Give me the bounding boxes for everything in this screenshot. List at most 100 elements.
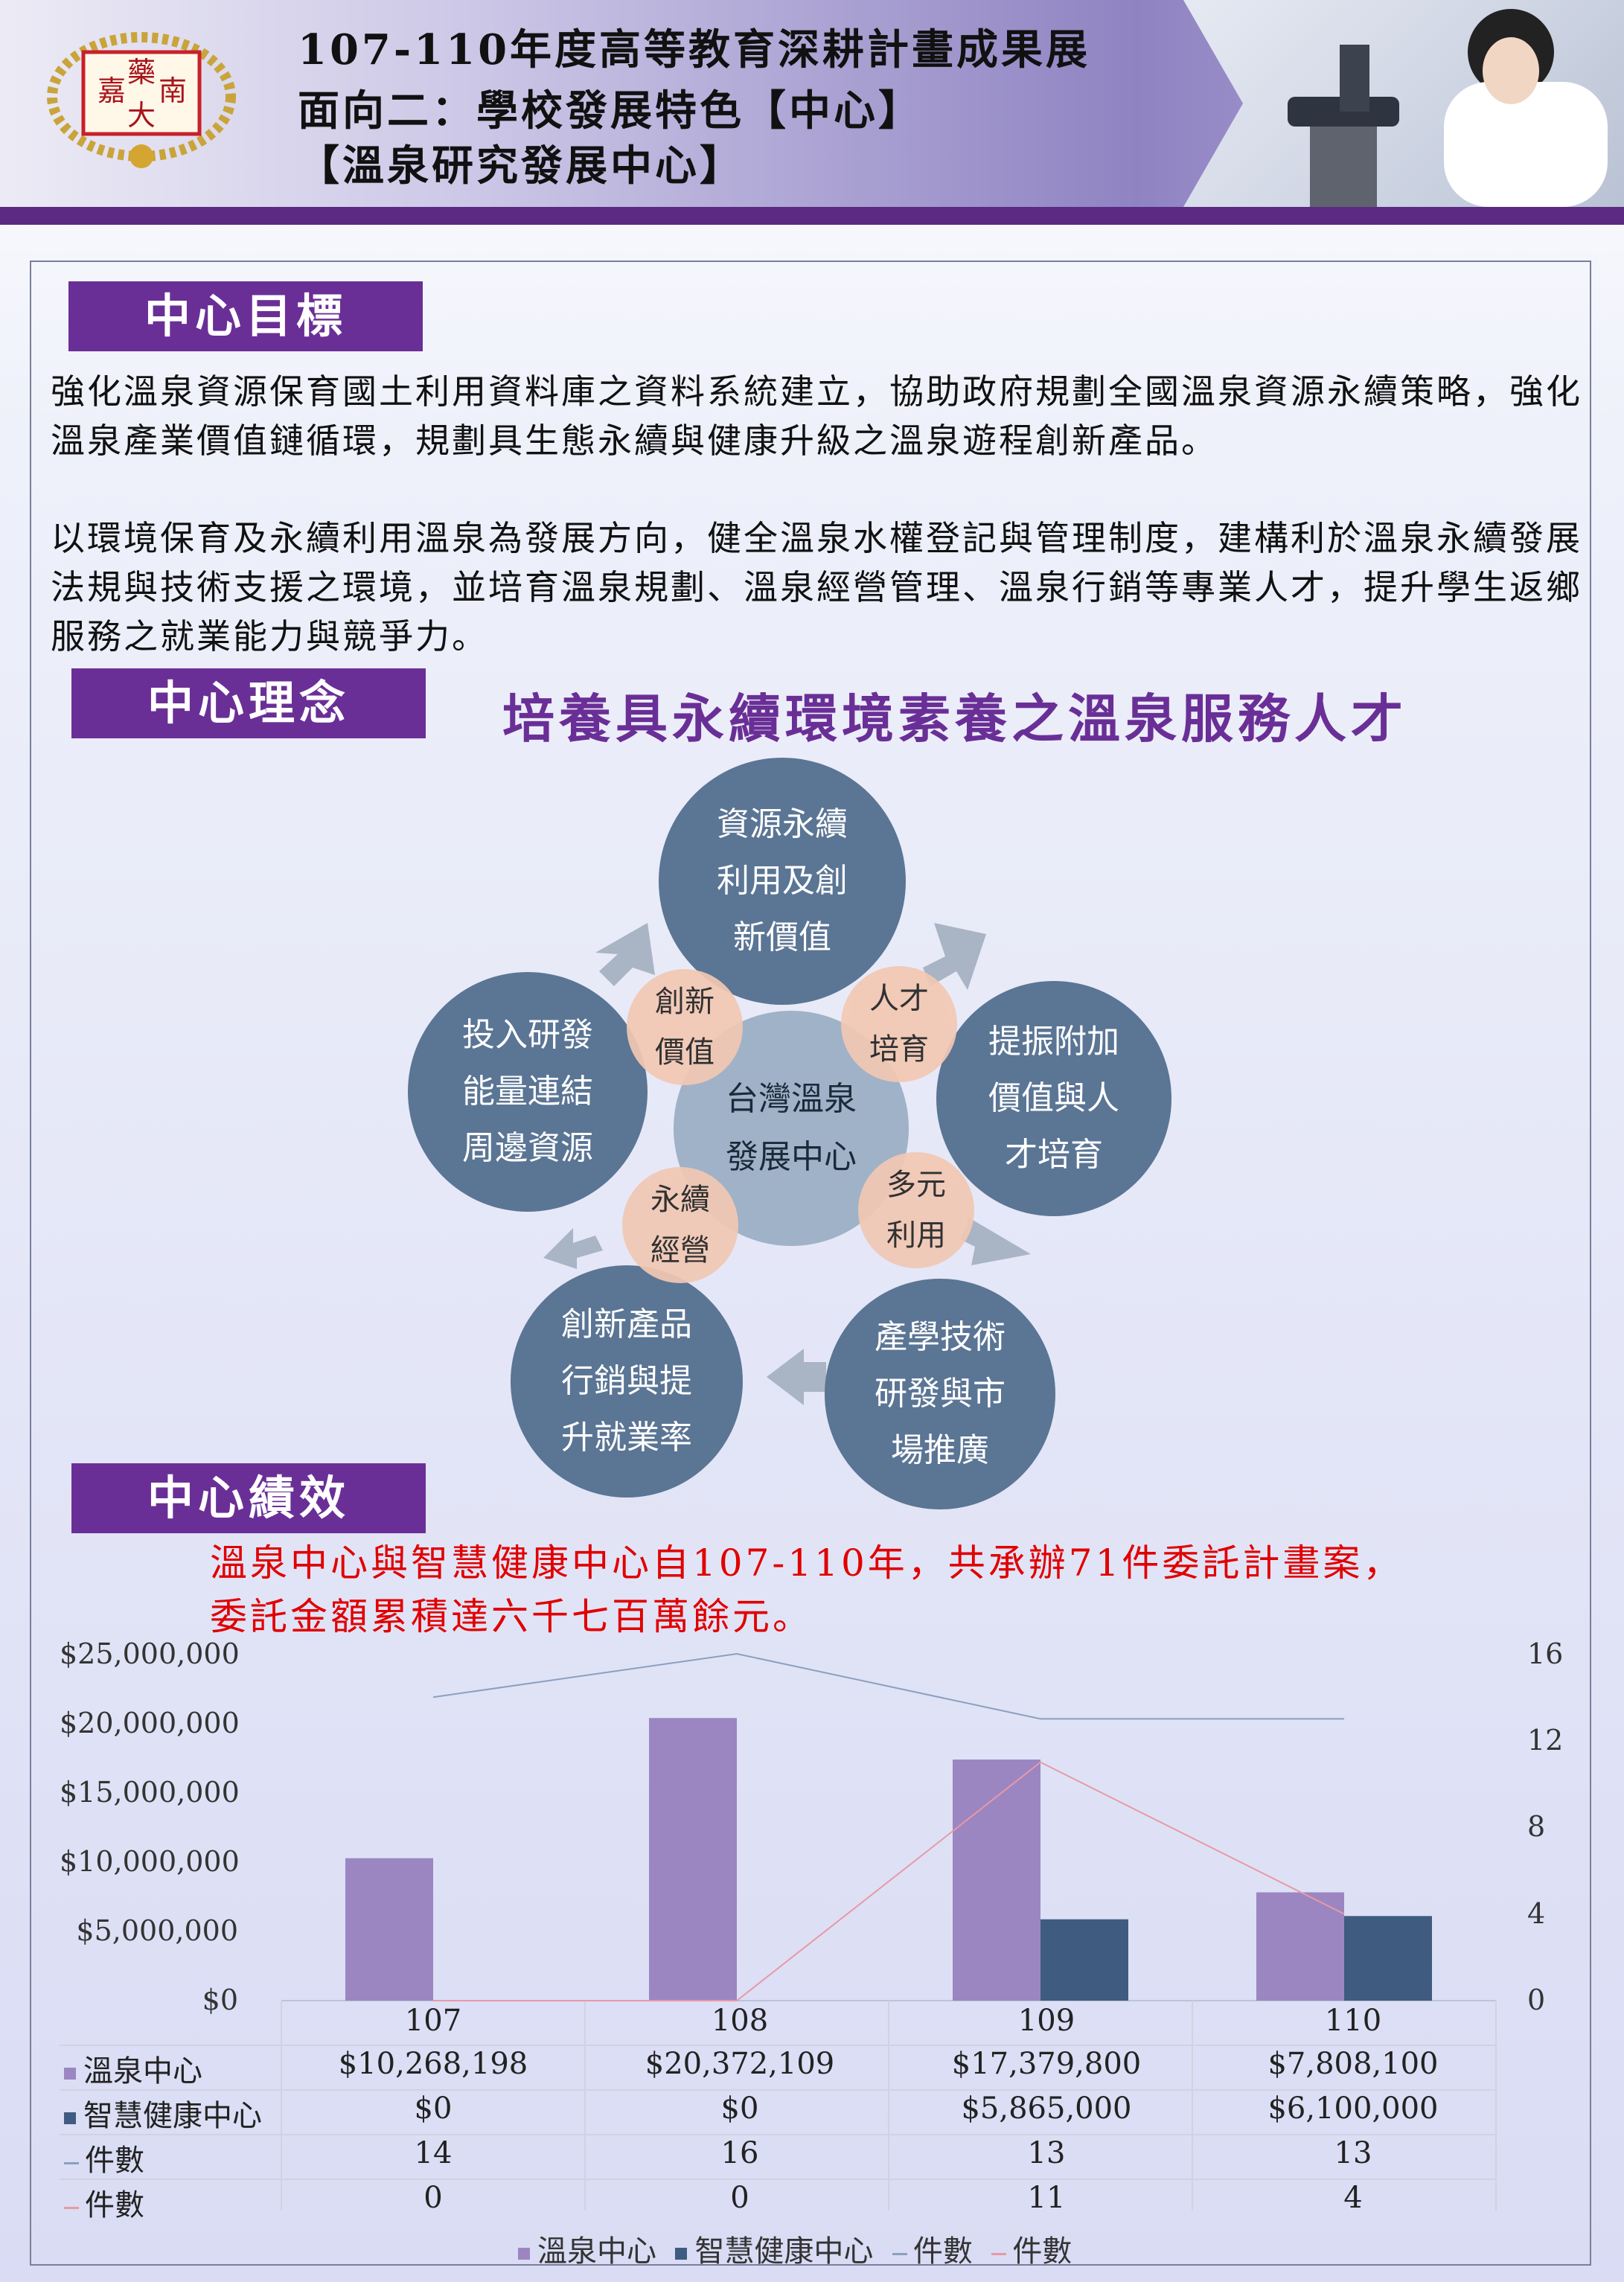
performance-label: 中心績效 (71, 1463, 426, 1533)
data-label: $0 (414, 2091, 453, 2126)
data-label: $10,268,198 (338, 2047, 528, 2081)
link-text: 培育 (869, 1032, 929, 1067)
node-text: 行銷與提 (561, 1362, 692, 1400)
link-innovative-value: 創新 價值 (627, 969, 743, 1085)
row-label-text: 溫泉中心 (83, 2054, 202, 2088)
link-text: 永續 (650, 1183, 710, 1217)
data-label: 13 (1027, 2136, 1066, 2170)
bar-hot-spring-107 (345, 1858, 433, 2001)
arrow-lower-right (960, 1217, 1031, 1265)
node-text: 資源永續 (717, 805, 848, 843)
arrow-upper-right (923, 923, 986, 990)
node-text: 創新產品 (561, 1305, 692, 1343)
node-text: 利用及創 (717, 862, 848, 900)
y2-tick: 16 (1527, 1637, 1564, 1670)
y-tick: $5,000,000 (76, 1914, 238, 1947)
node-text: 產學技術 (875, 1318, 1006, 1356)
data-label: $6,100,000 (1267, 2091, 1439, 2126)
logo-char-1: 嘉 (97, 74, 126, 107)
data-label: $17,379,800 (951, 2047, 1142, 2081)
y-tick: $15,000,000 (60, 1776, 240, 1809)
bar-smart-health-109 (1040, 1919, 1128, 2001)
legend-entry: 溫泉中心 (537, 2234, 656, 2269)
legend-swatch (518, 2248, 530, 2260)
data-label: 13 (1334, 2136, 1372, 2170)
link-talent-cultivation: 人才 培育 (841, 966, 957, 1082)
header-banner: 嘉 藥 南 大 107-110年度高等教育深耕計畫成果展 面向二：學校發展特色【… (0, 0, 1624, 207)
link-text: 多元 (886, 1168, 946, 1202)
arrow-upper-left (595, 923, 655, 986)
swatch (64, 2112, 76, 2124)
y2-tick: 0 (1527, 1984, 1546, 2016)
arrow-lower-left (543, 1228, 603, 1269)
link-text: 利用 (886, 1218, 946, 1253)
page-subtitle: 面向二：學校發展特色【中心】 (298, 86, 923, 135)
data-label: $0 (720, 2091, 759, 2126)
logo-char-4: 大 (127, 99, 156, 132)
data-label: 0 (730, 2181, 749, 2215)
node-rd-resources: 投入研發能量連結周邊資源 (408, 972, 648, 1212)
data-label: $7,808,100 (1267, 2047, 1439, 2081)
legend-entry: 件數 (1012, 2234, 1072, 2269)
link-text: 價值 (655, 1035, 715, 1070)
data-label: 14 (414, 2136, 453, 2170)
row-label-smart-health: 智慧健康中心 (64, 2091, 262, 2135)
row-label-text: 件數 (85, 2188, 144, 2222)
swatch (64, 2161, 79, 2164)
y-tick: $0 (202, 1984, 238, 2016)
performance-summary-2: 委託金額累積達六千七百萬餘元。 (210, 1595, 813, 1638)
row-label-hot-spring: 溫泉中心 (64, 2047, 202, 2090)
node-text: 價值與人 (988, 1079, 1119, 1117)
university-logo: 嘉 藥 南 大 (47, 32, 236, 168)
legend-swatch (892, 2252, 907, 2255)
swatch (64, 2068, 76, 2080)
bar-hot-spring-109 (953, 1760, 1040, 2001)
category-label: 110 (1324, 2004, 1382, 2038)
y-tick: $10,000,000 (60, 1845, 240, 1878)
node-innovative-product: 創新產品行銷與提升就業率 (511, 1265, 743, 1498)
node-text: 能量連結 (462, 1073, 593, 1110)
center-text-2: 發展中心 (726, 1138, 857, 1176)
node-text: 升就業率 (561, 1419, 692, 1457)
y-tick: $25,000,000 (60, 1637, 240, 1670)
concept-label: 中心理念 (71, 668, 426, 738)
header-divider (0, 207, 1624, 225)
data-label: 16 (720, 2136, 759, 2170)
link-text: 經營 (650, 1233, 710, 1268)
category-label: 107 (404, 2004, 462, 2038)
y-tick: $20,000,000 (60, 1707, 240, 1739)
y2-tick: 4 (1527, 1897, 1546, 1930)
node-resource-sustainability: 資源永續利用及創新價值 (659, 758, 906, 1005)
link-text: 人才 (869, 982, 929, 1016)
line-series-count-2 (433, 1761, 1345, 2001)
node-text: 投入研發 (462, 1016, 593, 1054)
link-text: 創新 (655, 985, 715, 1019)
link-sustainable-management: 永續 經營 (622, 1167, 738, 1283)
row-label-text: 件數 (85, 2144, 144, 2178)
row-label-count-1: 件數 (64, 2136, 144, 2179)
node-value-talent: 提振附加 價值與人 才培育 (936, 981, 1171, 1216)
logo-char-2: 藥 (127, 56, 156, 89)
legend-swatch (991, 2252, 1007, 2255)
node-text: 周邊資源 (462, 1129, 593, 1167)
bar-hot-spring-108 (649, 1718, 737, 2001)
node-text: 場推廣 (891, 1431, 989, 1469)
row-label-text: 智慧健康中心 (83, 2099, 262, 2133)
concept-slogan: 培養具永續環境素養之溫泉服務人才 (502, 688, 1407, 750)
data-label: $20,372,109 (645, 2047, 835, 2081)
y2-tick: 8 (1527, 1810, 1546, 1843)
node-text: 新價值 (733, 918, 831, 956)
category-label: 108 (711, 2004, 769, 2038)
data-label: 0 (423, 2181, 443, 2215)
bar-smart-health-110 (1344, 1916, 1432, 2001)
bar-hot-spring-110 (1256, 1892, 1344, 2001)
page-title: 107-110年度高等教育深耕計畫成果展 (298, 25, 1091, 74)
microscope-scientist-illustration (1288, 9, 1608, 207)
node-text: 才培育 (1005, 1136, 1103, 1174)
performance-summary-1: 溫泉中心與智慧健康中心自107-110年，共承辦71件委託計畫案， (210, 1541, 1404, 1585)
row-label-count-2: 件數 (64, 2181, 144, 2224)
data-label: 11 (1027, 2181, 1066, 2215)
legend-swatch (675, 2248, 688, 2260)
